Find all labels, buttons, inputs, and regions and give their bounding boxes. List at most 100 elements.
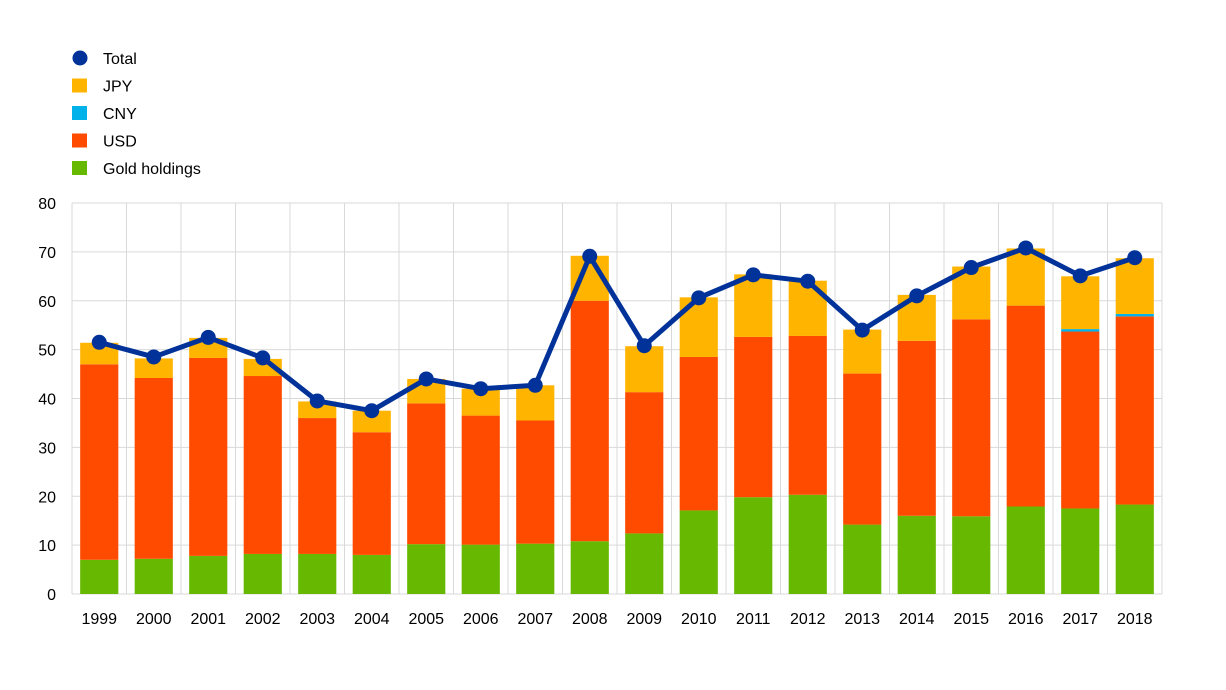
x-tick-label: 2006 [463,611,499,628]
total-point-2004 [364,403,380,419]
bar-gold-holdings-2001 [189,555,228,594]
x-tick-label: 2009 [626,611,662,628]
bar-usd-2015 [952,319,991,517]
bar-jpy-2000 [134,358,173,378]
y-tick-label: 20 [38,489,56,506]
bar-usd-2014 [897,340,936,516]
y-tick-label: 50 [38,343,56,360]
bar-gold-holdings-2010 [679,510,718,594]
bar-usd-2009 [625,392,664,534]
x-tick-label: 2007 [517,611,553,628]
x-tick-label: 2015 [953,611,989,628]
bar-usd-2012 [788,335,827,495]
bar-usd-2003 [298,418,337,554]
bar-usd-2002 [243,376,282,554]
bar-usd-2008 [570,300,609,542]
x-tick-label: 2002 [245,611,281,628]
bar-cny-2017 [1061,329,1100,332]
total-point-2007 [527,377,543,393]
x-tick-label: 2012 [790,611,826,628]
total-point-2002 [255,350,271,366]
x-tick-label: 2013 [844,611,880,628]
x-tick-label: 2003 [299,611,335,628]
total-point-2006 [473,381,489,397]
bar-gold-holdings-1999 [80,559,119,594]
legend-swatch-gold-holdings [72,161,87,175]
x-tick-label: 2008 [572,611,608,628]
y-tick-label: 70 [38,245,56,262]
bar-gold-holdings-2007 [516,543,555,594]
x-tick-label: 2010 [681,611,717,628]
total-point-2012 [800,273,816,289]
x-tick-label: 2000 [136,611,172,628]
x-tick-label: 2004 [354,611,390,628]
x-tick-label: 1999 [81,611,117,628]
y-tick-label: 80 [38,196,56,213]
bar-gold-holdings-2000 [134,558,173,594]
x-tick-label: 2011 [736,611,771,628]
bar-usd-2018 [1115,316,1154,505]
bar-usd-1999 [80,364,119,560]
total-point-2005 [418,371,434,387]
legend-label-jpy: JPY [103,79,133,96]
bar-gold-holdings-2012 [788,494,827,594]
bar-gold-holdings-2009 [625,533,664,594]
y-tick-label: 40 [38,392,56,409]
total-point-2014 [909,288,925,304]
x-tick-label: 2018 [1117,611,1153,628]
y-tick-label: 0 [47,587,56,604]
bar-jpy-2017 [1061,276,1100,330]
legend-label-gold-holdings: Gold holdings [103,161,201,178]
legend-label-total: Total [103,51,137,68]
bar-gold-holdings-2011 [734,497,773,594]
bars [80,248,1154,594]
bar-jpy-2016 [1006,248,1045,306]
total-point-2017 [1072,268,1088,284]
x-tick-label: 2016 [1008,611,1044,628]
bar-gold-holdings-2018 [1115,504,1154,594]
total-point-2016 [1018,240,1034,256]
y-tick-label: 30 [38,440,56,457]
gridlines [71,202,1163,595]
bar-usd-2010 [679,356,718,511]
total-point-2018 [1127,250,1143,266]
bar-jpy-2003 [298,401,337,419]
bar-gold-holdings-2017 [1061,508,1100,594]
bar-usd-2011 [734,336,773,498]
bar-usd-2005 [407,403,446,545]
bar-usd-2007 [516,420,555,544]
total-point-2009 [636,338,652,354]
x-tick-label: 2005 [408,611,444,628]
bar-gold-holdings-2005 [407,544,446,594]
total-point-2003 [309,393,325,409]
x-tick-label: 2001 [190,611,226,628]
bar-jpy-2018 [1115,258,1154,314]
bar-usd-2017 [1061,331,1100,509]
legend-swatch-usd [72,133,87,148]
bar-jpy-2011 [734,274,773,337]
total-point-2010 [691,290,707,306]
total-line [98,245,1136,414]
total-point-2008 [582,248,598,264]
plot-area: 0 10 20 30 40 50 60 70 80 1999 2000 2001 2002 2003 20… [38,196,1163,628]
x-tick-label: 2014 [899,611,935,628]
y-tick-label: 60 [38,294,56,311]
total-point-2013 [854,322,870,338]
total-line-series [91,240,1143,419]
x-tick-label: 2017 [1062,611,1098,628]
bar-gold-holdings-2014 [897,515,936,594]
bar-usd-2006 [461,415,500,545]
total-point-1999 [91,334,107,350]
total-point-2001 [200,329,216,345]
bar-gold-holdings-2004 [352,554,391,594]
y-tick-label: 10 [38,538,56,555]
bar-jpy-1999 [80,342,119,365]
legend-label-usd: USD [103,134,137,151]
total-point-2000 [146,349,162,365]
bar-gold-holdings-2002 [243,553,282,594]
bar-gold-holdings-2013 [843,524,882,594]
bar-jpy-2004 [352,410,391,433]
bar-jpy-2009 [625,346,664,393]
total-point-2015 [963,260,979,276]
legend-swatch-jpy [72,78,87,93]
